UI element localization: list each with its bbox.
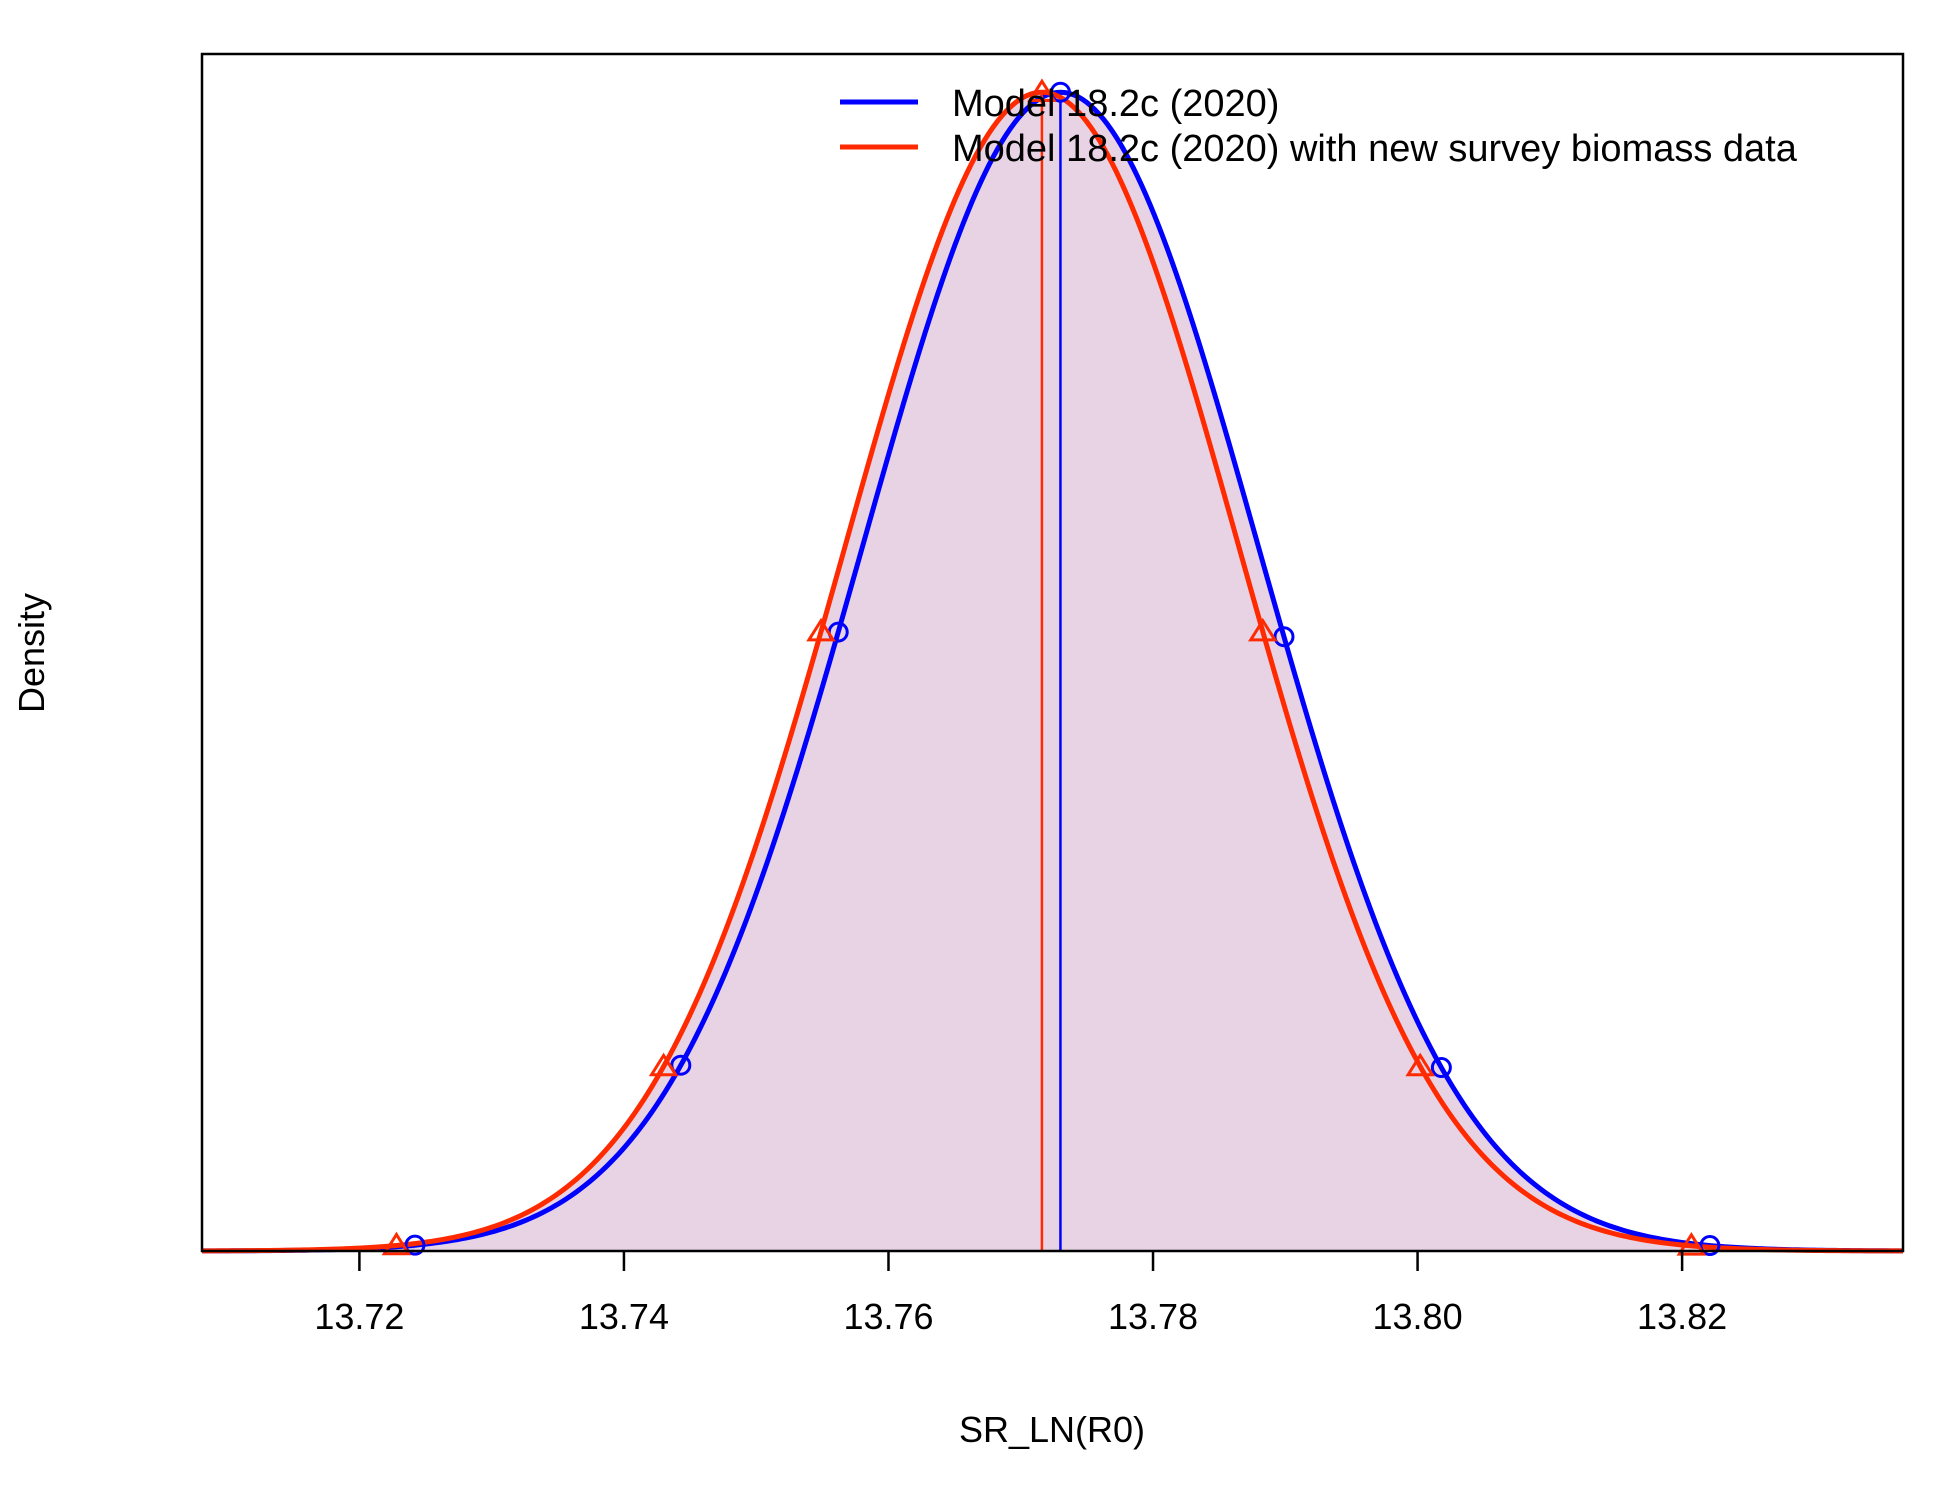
legend-label-series-2: Model 18.2c (2020) with new survey bioma…	[952, 128, 1798, 170]
plot-frame	[200, 52, 1905, 1253]
marker-series-2-6	[1676, 1232, 1707, 1256]
x-tick-label: 13.74	[579, 1296, 669, 1337]
marker-series-1-2	[670, 1054, 692, 1076]
marker-series-2-4	[1247, 617, 1278, 642]
marker-series-2-5	[1405, 1052, 1436, 1077]
marker-series-2-3	[806, 617, 836, 642]
density-markers	[381, 78, 1721, 1257]
marker-series-2-2	[648, 1052, 679, 1077]
legend: Model 18.2c (2020) Model 18.2c (2020) wi…	[840, 83, 1798, 170]
interval-fill-series-2	[414, 92, 1692, 1251]
x-tick-label: 13.72	[314, 1296, 404, 1337]
marker-series-1-4	[1273, 626, 1295, 648]
marker-series-1-1	[404, 1234, 426, 1256]
x-tick-label: 13.78	[1108, 1296, 1198, 1337]
marker-series-2-1	[381, 1231, 412, 1256]
marker-series-1-6	[1699, 1235, 1721, 1257]
x-tick-label: 13.82	[1637, 1296, 1727, 1337]
legend-label-series-1: Model 18.2c (2020)	[952, 83, 1279, 125]
x-axis-label: SR_LN(R0)	[959, 1409, 1145, 1450]
x-tick-label: 13.80	[1373, 1296, 1463, 1337]
x-axis: 13.72 13.74 13.76 13.78 13.80 13.82	[314, 1251, 1727, 1337]
x-tick-label: 13.76	[843, 1296, 933, 1337]
marker-series-1-5	[1430, 1057, 1452, 1079]
marker-peak-series-2	[1027, 78, 1057, 102]
marker-peak-series-1	[1049, 81, 1071, 103]
y-axis-label: Density	[11, 593, 52, 713]
density-fills	[202, 92, 1903, 1251]
